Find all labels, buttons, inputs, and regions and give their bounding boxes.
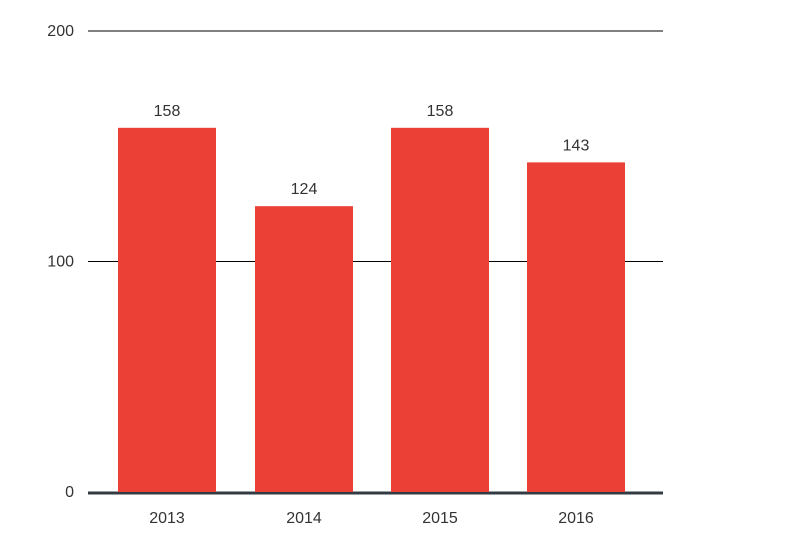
x-tick-label-2015: 2015 xyxy=(422,510,458,527)
y-tick-label-100: 100 xyxy=(47,254,74,271)
data-label-2014: 124 xyxy=(291,181,318,198)
x-axis-tick-labels: 2013 2014 2015 2016 xyxy=(149,510,594,527)
y-tick-label-200: 200 xyxy=(47,23,74,40)
data-label-2016: 143 xyxy=(563,137,590,154)
data-label-2015: 158 xyxy=(427,103,454,120)
data-label-2013: 158 xyxy=(154,103,181,120)
data-labels: 158 124 158 143 xyxy=(154,103,590,198)
bars xyxy=(118,127,625,492)
x-tick-label-2014: 2014 xyxy=(286,510,322,527)
bar-2016 xyxy=(527,162,625,492)
x-tick-label-2013: 2013 xyxy=(149,510,185,527)
y-axis-tick-labels: 0 100 200 xyxy=(47,23,74,501)
bar-2013 xyxy=(118,127,216,492)
x-tick-label-2016: 2016 xyxy=(558,510,594,527)
bar-2015 xyxy=(391,127,489,492)
bar-2014 xyxy=(255,206,353,492)
y-tick-label-0: 0 xyxy=(65,484,74,501)
